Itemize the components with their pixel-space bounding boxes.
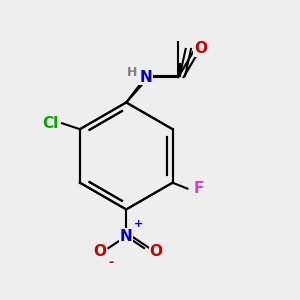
Text: +: +: [134, 219, 143, 229]
Text: N: N: [139, 70, 152, 85]
Text: O: O: [149, 244, 162, 259]
Text: H: H: [127, 66, 137, 79]
Text: F: F: [194, 181, 205, 196]
Text: O: O: [93, 244, 106, 259]
Text: -: -: [109, 256, 114, 269]
Text: O: O: [194, 41, 207, 56]
Text: N: N: [120, 229, 133, 244]
Text: Cl: Cl: [42, 116, 58, 131]
